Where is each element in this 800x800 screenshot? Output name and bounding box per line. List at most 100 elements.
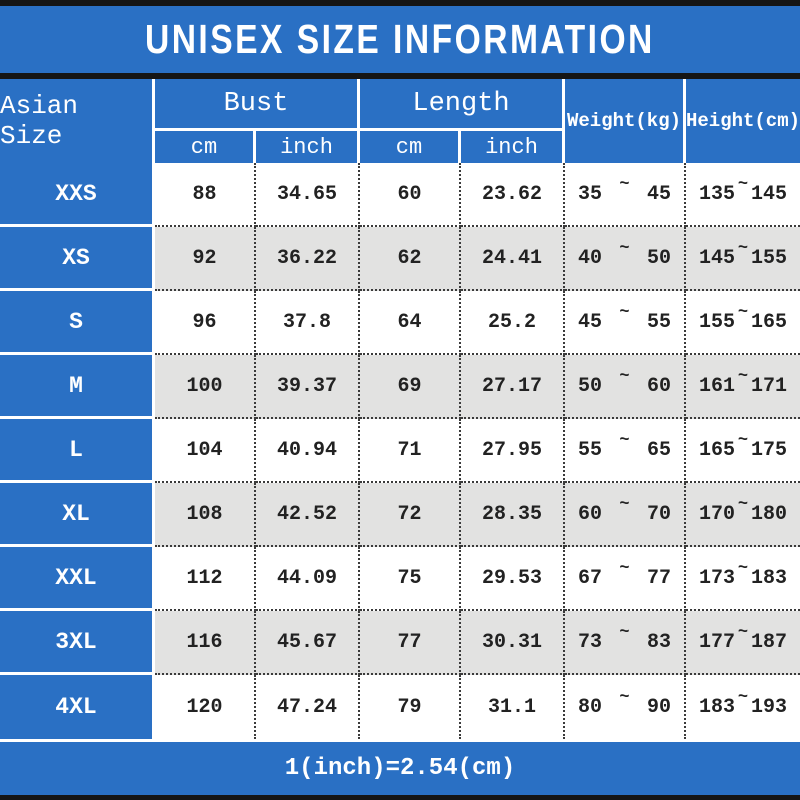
weight-range: 60 ~ 70 <box>565 483 686 547</box>
height-min: 183 <box>699 695 736 719</box>
tilde-icon: ~ <box>619 494 630 514</box>
size-label: 4XL <box>0 675 155 739</box>
length-inch-value: 28.35 <box>461 483 565 547</box>
length-inch-value: 25.2 <box>461 291 565 355</box>
length-cm-value: 79 <box>360 675 461 739</box>
weight-max: 90 <box>646 695 671 719</box>
header-length-cm: cm <box>360 131 461 163</box>
weight-range: 80 ~ 90 <box>565 675 686 739</box>
weight-min: 60 <box>578 502 603 526</box>
tilde-icon: ~ <box>737 687 749 707</box>
tilde-icon: ~ <box>737 238 749 258</box>
height-range: 173 ~ 183 <box>686 547 800 611</box>
table-row: M 100 39.37 69 27.17 50 ~ 60 161 ~ 171 <box>0 355 800 419</box>
tilde-icon: ~ <box>737 366 749 386</box>
weight-min: 50 <box>578 374 603 398</box>
weight-min: 35 <box>578 182 603 206</box>
bust-cm-value: 88 <box>155 163 256 227</box>
table-row: 3XL 116 45.67 77 30.31 73 ~ 83 177 ~ 187 <box>0 611 800 675</box>
tilde-icon: ~ <box>737 558 749 578</box>
tilde-icon: ~ <box>619 174 630 194</box>
bust-inch-value: 40.94 <box>256 419 360 483</box>
length-cm-value: 64 <box>360 291 461 355</box>
tilde-icon: ~ <box>737 622 749 642</box>
tilde-icon: ~ <box>619 430 630 450</box>
bust-inch-value: 39.37 <box>256 355 360 419</box>
weight-range: 45 ~ 55 <box>565 291 686 355</box>
table-row: XXS 88 34.65 60 23.62 35 ~ 45 135 ~ 145 <box>0 163 800 227</box>
bust-cm-value: 112 <box>155 547 256 611</box>
bust-inch-value: 36.22 <box>256 227 360 291</box>
table-row: S 96 37.8 64 25.2 45 ~ 55 155 ~ 165 <box>0 291 800 355</box>
header-bust-cm: cm <box>155 131 256 163</box>
bust-inch-value: 37.8 <box>256 291 360 355</box>
height-min: 145 <box>699 246 736 270</box>
length-cm-value: 71 <box>360 419 461 483</box>
height-range: 155 ~ 165 <box>686 291 800 355</box>
weight-max: 60 <box>646 374 671 398</box>
size-label: XS <box>0 227 155 291</box>
tilde-icon: ~ <box>619 558 630 578</box>
tilde-icon: ~ <box>737 430 749 450</box>
length-inch-value: 31.1 <box>461 675 565 739</box>
footer-band: 1(inch)=2.54(cm) <box>0 742 800 795</box>
header-height: Height(cm) <box>686 110 800 132</box>
weight-range: 55 ~ 65 <box>565 419 686 483</box>
length-inch-value: 27.17 <box>461 355 565 419</box>
height-range: 170 ~ 180 <box>686 483 800 547</box>
bust-inch-value: 47.24 <box>256 675 360 739</box>
size-label: L <box>0 419 155 483</box>
bust-cm-value: 104 <box>155 419 256 483</box>
height-range: 183 ~ 193 <box>686 675 800 739</box>
height-max: 155 <box>750 246 787 270</box>
bust-inch-value: 45.67 <box>256 611 360 675</box>
height-min: 173 <box>699 566 736 590</box>
height-max: 171 <box>750 374 787 398</box>
weight-range: 67 ~ 77 <box>565 547 686 611</box>
footer-gap <box>0 739 800 742</box>
table-row: 4XL 120 47.24 79 31.1 80 ~ 90 183 ~ 193 <box>0 675 800 739</box>
tilde-icon: ~ <box>619 366 630 386</box>
size-label: S <box>0 291 155 355</box>
length-cm-value: 75 <box>360 547 461 611</box>
table-row: XXL 112 44.09 75 29.53 67 ~ 77 173 ~ 183 <box>0 547 800 611</box>
header-length: Length <box>360 79 565 131</box>
page-title: UNISEX SIZE INFORMATION <box>145 16 655 62</box>
size-label: XXL <box>0 547 155 611</box>
length-inch-value: 23.62 <box>461 163 565 227</box>
height-range: 145 ~ 155 <box>686 227 800 291</box>
height-min: 177 <box>699 630 736 654</box>
table-header: Asian Size Bust Length Weight(kg) Height… <box>0 79 800 163</box>
height-min: 170 <box>699 502 736 526</box>
height-range: 135 ~ 145 <box>686 163 800 227</box>
bust-inch-value: 34.65 <box>256 163 360 227</box>
weight-min: 67 <box>578 566 603 590</box>
length-cm-value: 62 <box>360 227 461 291</box>
weight-max: 65 <box>646 438 671 462</box>
header-asian-size: Asian Size <box>0 79 155 163</box>
height-max: 175 <box>750 438 787 462</box>
weight-min: 55 <box>578 438 603 462</box>
conversion-note: 1(inch)=2.54(cm) <box>284 755 516 782</box>
weight-min: 45 <box>578 310 603 334</box>
height-range: 161 ~ 171 <box>686 355 800 419</box>
height-max: 183 <box>750 566 787 590</box>
length-cm-value: 72 <box>360 483 461 547</box>
bottom-border-strip <box>0 795 800 800</box>
weight-max: 50 <box>646 246 671 270</box>
weight-max: 77 <box>646 566 671 590</box>
weight-max: 55 <box>646 310 671 334</box>
length-cm-value: 77 <box>360 611 461 675</box>
size-label: XXS <box>0 163 155 227</box>
header-bust-inch: inch <box>256 131 360 163</box>
length-inch-value: 29.53 <box>461 547 565 611</box>
size-label: 3XL <box>0 611 155 675</box>
height-min: 165 <box>699 438 736 462</box>
length-inch-value: 24.41 <box>461 227 565 291</box>
weight-min: 40 <box>578 246 603 270</box>
height-min: 161 <box>699 374 736 398</box>
bust-inch-value: 44.09 <box>256 547 360 611</box>
height-min: 135 <box>699 182 736 206</box>
weight-max: 83 <box>646 630 671 654</box>
